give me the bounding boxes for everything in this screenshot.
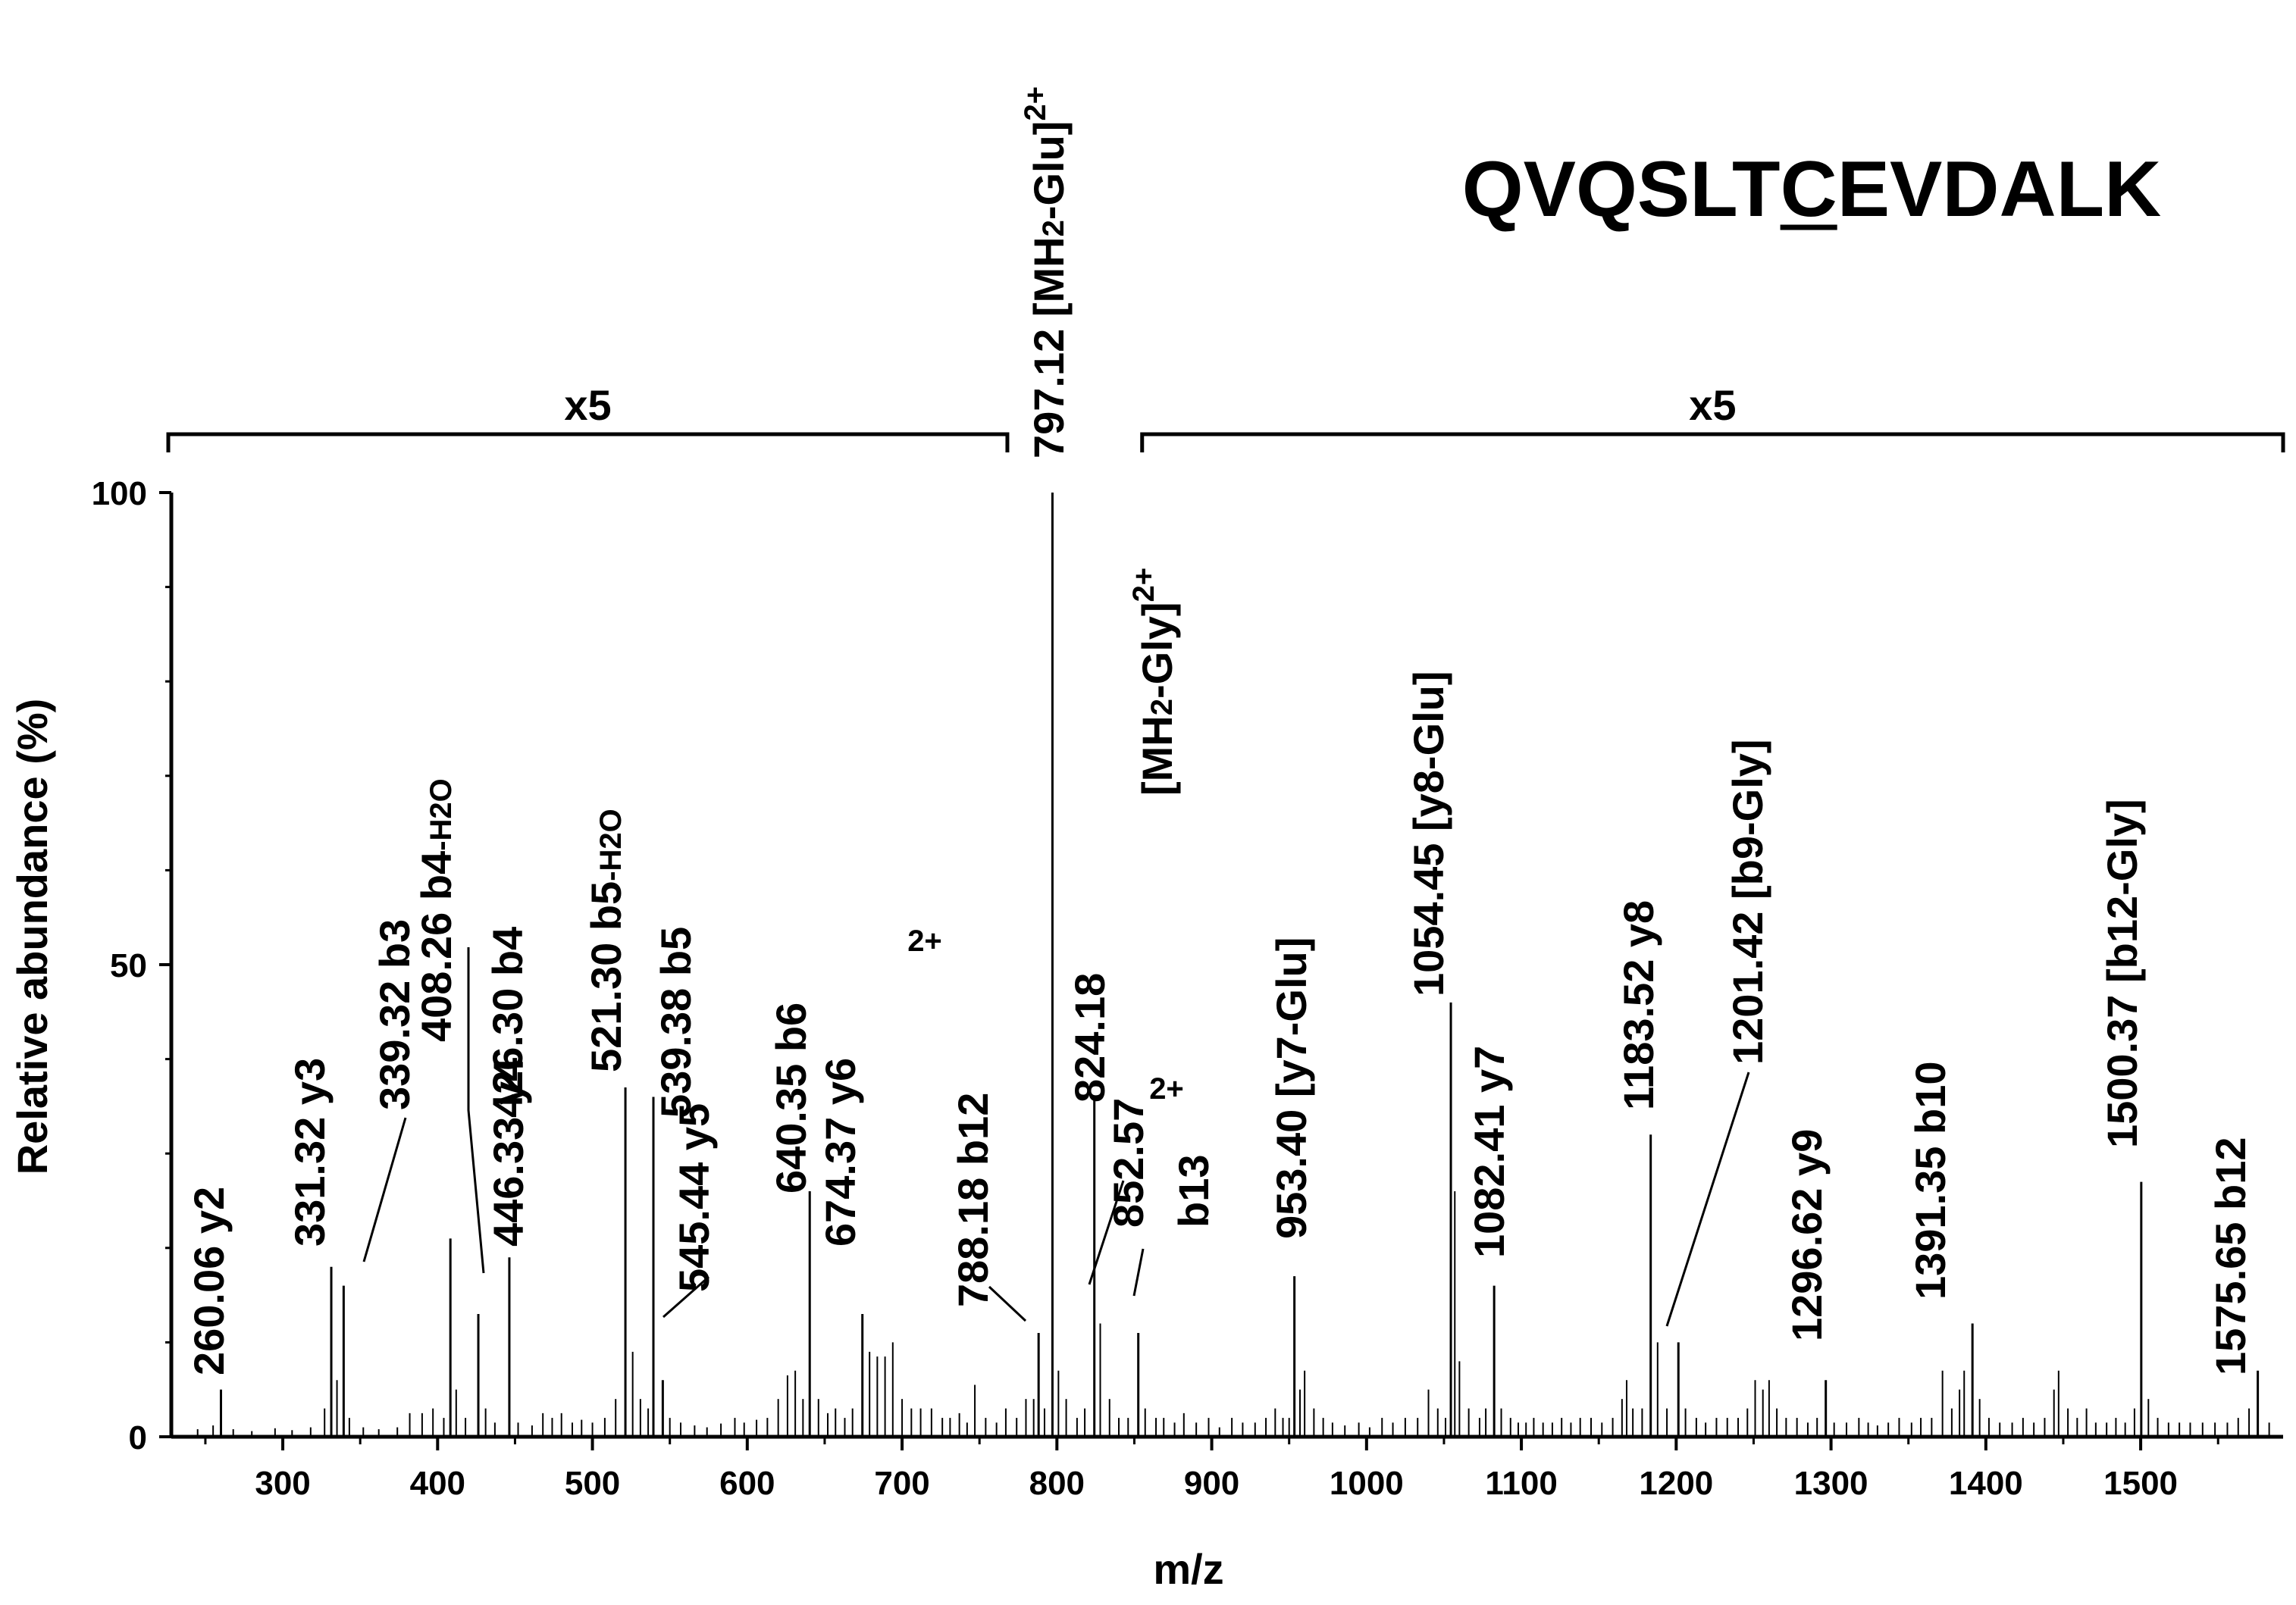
peak-label: 260.06 y2 <box>185 1187 233 1375</box>
peak-label: 1183.52 y8 <box>1615 900 1662 1110</box>
peak-label: 797.12 [MH2-Glu]2+ <box>1019 86 1073 458</box>
scale-factor-label: x5 <box>1689 381 1736 429</box>
peak-label: 331.32 y3 <box>286 1058 334 1247</box>
peak-label: 1201.42 [b9-Gly] <box>1724 739 1771 1065</box>
peak-charge-label: 2+ <box>907 925 942 958</box>
peak-label: 640.35 b6 <box>767 1003 815 1194</box>
x-tick-label: 700 <box>874 1465 929 1502</box>
scale-bracket <box>166 432 1010 452</box>
peaks-layer <box>196 493 2270 1437</box>
peak-label-leader <box>1088 1180 1125 1285</box>
scale-brackets-layer: x5 x5 <box>166 381 2285 452</box>
peak-label: 1575.65 b12 <box>2207 1137 2254 1375</box>
peak-label: 788.18 b12 <box>949 1093 997 1307</box>
peak-label: [MH2-Gly]2+ <box>1127 568 1181 796</box>
peak-label-leader <box>467 947 485 1274</box>
peak-label-leader <box>1132 1248 1145 1297</box>
y-axis-title: Relative abundance (%) <box>8 699 56 1175</box>
peak-label: 446.33 y4 <box>484 1058 532 1247</box>
x-tick-label: 1500 <box>2103 1465 2178 1502</box>
peak-label: 1082.41 y7 <box>1465 1046 1513 1258</box>
x-tick-label: 500 <box>565 1465 620 1502</box>
x-tick-label: 800 <box>1029 1465 1085 1502</box>
peak-label-leader <box>662 1275 709 1319</box>
peak-label: 426.30 b4 <box>484 927 531 1118</box>
x-tick-label: 1300 <box>1794 1465 1868 1502</box>
peak-label-leader <box>1665 1072 1750 1327</box>
peak-label: 1296.62 y9 <box>1783 1129 1831 1341</box>
peak-label: 674.37 y6 <box>816 1058 864 1247</box>
peak-label: 521.30 b5-H2O <box>582 809 630 1072</box>
peak-charge-label: 2+ <box>1149 1072 1184 1106</box>
x-tick-label: 400 <box>410 1465 465 1502</box>
x-tick-label: 1000 <box>1330 1465 1404 1502</box>
peak-label: 953.40 [y7-Glu] <box>1267 937 1315 1239</box>
peak-label: 339.32 b3 <box>371 919 418 1110</box>
x-tick-label: 1200 <box>1639 1465 1713 1502</box>
x-tick-label: 600 <box>719 1465 775 1502</box>
peak-label: 545.44 y5 <box>670 1103 718 1292</box>
peak-label: 852.57 <box>1104 1098 1152 1228</box>
scale-factor-label: x5 <box>564 381 611 429</box>
peptide-sequence-title: QVQSLTCEVDALK <box>1462 145 2162 233</box>
x-tick-label: 1100 <box>1485 1465 1557 1502</box>
peak-label: 1391.35 b10 <box>1906 1062 1954 1300</box>
leader-lines-layer <box>362 947 1750 1327</box>
peak-ion-label: b13 <box>1170 1155 1217 1228</box>
x-axis-title: m/z <box>1153 1545 1223 1593</box>
y-tick-label: 50 <box>110 947 147 984</box>
peak-label-leader <box>362 1117 407 1262</box>
peak-label: 1500.37 [b12-Gly] <box>2098 799 2146 1148</box>
x-tick-label: 300 <box>255 1465 310 1502</box>
peak-label: 1054.45 [y8-Glu] <box>1405 671 1452 996</box>
x-tick-label: 900 <box>1184 1465 1239 1502</box>
y-tick-label: 0 <box>129 1419 147 1456</box>
peak-label: 539.38 b5 <box>652 927 700 1118</box>
peak-label-value: 824.18 <box>1066 973 1114 1103</box>
scale-bracket <box>1140 432 2285 452</box>
ticks-layer: 300 400 500 600 700 800 900 1000 1100 1200 1300 140… <box>92 475 2219 1502</box>
peak-label: 408.26 b4-H2O <box>412 778 460 1042</box>
y-tick-label: 100 <box>92 475 147 512</box>
x-tick-label: 1400 <box>1949 1465 2023 1502</box>
peak-label-leader <box>988 1285 1027 1322</box>
